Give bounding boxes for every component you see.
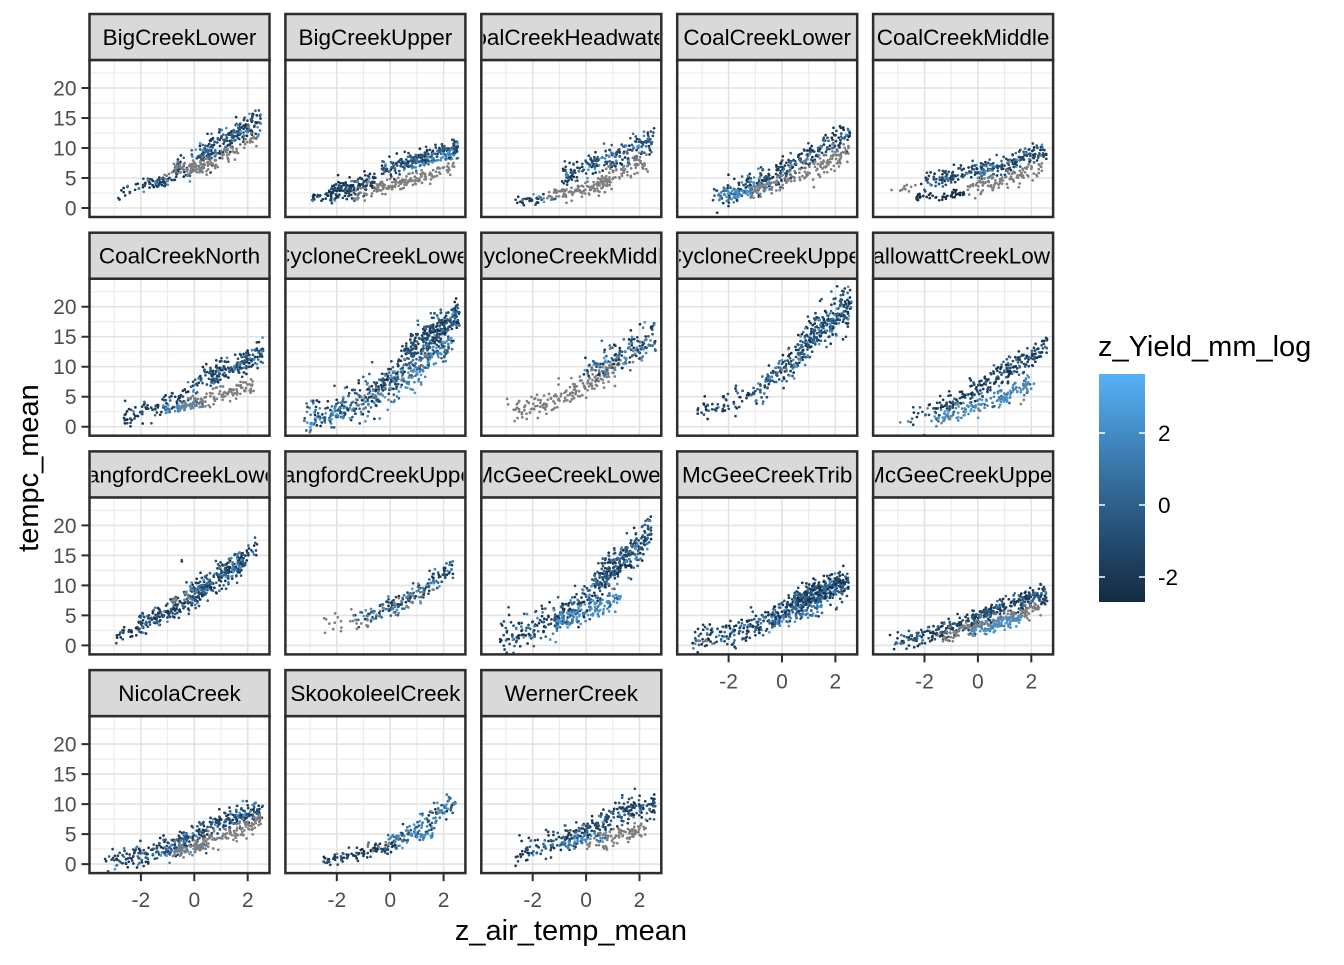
svg-text:2: 2 [242, 889, 254, 912]
svg-text:2: 2 [1025, 670, 1037, 693]
svg-text:0: 0 [65, 198, 77, 221]
svg-text:5: 5 [65, 386, 77, 409]
svg-text:SkookoleelCreek: SkookoleelCreek [290, 681, 461, 706]
svg-text:LangfordCreekLower: LangfordCreekLower [74, 462, 285, 487]
svg-text:15: 15 [53, 764, 76, 787]
svg-text:z_Yield_mm_log: z_Yield_mm_log [1098, 331, 1311, 363]
svg-text:10: 10 [53, 575, 76, 598]
svg-text:z_air_temp_mean: z_air_temp_mean [455, 915, 687, 947]
svg-text:0: 0 [972, 670, 984, 693]
svg-text:BigCreekUpper: BigCreekUpper [298, 25, 452, 50]
svg-text:20: 20 [53, 734, 76, 757]
svg-text:-2: -2 [523, 889, 542, 912]
svg-text:15: 15 [53, 108, 76, 131]
svg-text:0: 0 [65, 635, 77, 658]
svg-text:20: 20 [53, 296, 76, 319]
svg-text:10: 10 [53, 794, 76, 817]
svg-text:0: 0 [1158, 493, 1171, 518]
svg-text:2: 2 [830, 670, 842, 693]
svg-text:-2: -2 [327, 889, 346, 912]
svg-text:0: 0 [580, 889, 592, 912]
svg-text:-2: -2 [1158, 565, 1178, 590]
svg-text:NicolaCreek: NicolaCreek [118, 681, 241, 706]
svg-text:15: 15 [53, 326, 76, 349]
svg-text:HallowattCreekLower: HallowattCreekLower [856, 244, 1070, 269]
svg-text:CycloneCreekUpper: CycloneCreekUpper [666, 244, 869, 269]
svg-text:5: 5 [65, 605, 77, 628]
svg-text:0: 0 [65, 416, 77, 439]
svg-text:CoalCreekMiddle: CoalCreekMiddle [877, 25, 1050, 50]
svg-text:0: 0 [65, 854, 77, 877]
svg-text:CoalCreekHeadwaters: CoalCreekHeadwaters [458, 25, 684, 50]
svg-text:BigCreekLower: BigCreekLower [103, 25, 257, 50]
svg-text:CoalCreekLower: CoalCreekLower [683, 25, 851, 50]
svg-text:McGeeCreekLower: McGeeCreekLower [474, 462, 668, 487]
svg-text:McGeeCreekTrib: McGeeCreekTrib [682, 462, 852, 487]
svg-text:CoalCreekNorth: CoalCreekNorth [99, 244, 260, 269]
svg-text:5: 5 [65, 168, 77, 191]
svg-text:10: 10 [53, 356, 76, 379]
svg-text:0: 0 [384, 889, 396, 912]
svg-text:20: 20 [53, 515, 76, 538]
svg-text:tempc_mean: tempc_mean [13, 384, 45, 552]
svg-text:2: 2 [438, 889, 450, 912]
svg-text:LangfordCreekUpper: LangfordCreekUpper [270, 462, 481, 487]
svg-text:2: 2 [634, 889, 646, 912]
svg-text:10: 10 [53, 138, 76, 161]
svg-text:CycloneCreekLower: CycloneCreekLower [274, 244, 477, 269]
svg-text:15: 15 [53, 545, 76, 568]
svg-text:2: 2 [1158, 421, 1171, 446]
svg-text:0: 0 [188, 889, 200, 912]
svg-text:-2: -2 [719, 670, 738, 693]
svg-text:CycloneCreekMiddle: CycloneCreekMiddle [468, 244, 676, 269]
svg-text:20: 20 [53, 78, 76, 101]
svg-text:-2: -2 [132, 889, 151, 912]
svg-text:WernerCreek: WernerCreek [505, 681, 639, 706]
svg-text:5: 5 [65, 824, 77, 847]
svg-text:-2: -2 [915, 670, 934, 693]
svg-text:McGeeCreekUpper: McGeeCreekUpper [866, 462, 1060, 487]
svg-text:0: 0 [776, 670, 788, 693]
